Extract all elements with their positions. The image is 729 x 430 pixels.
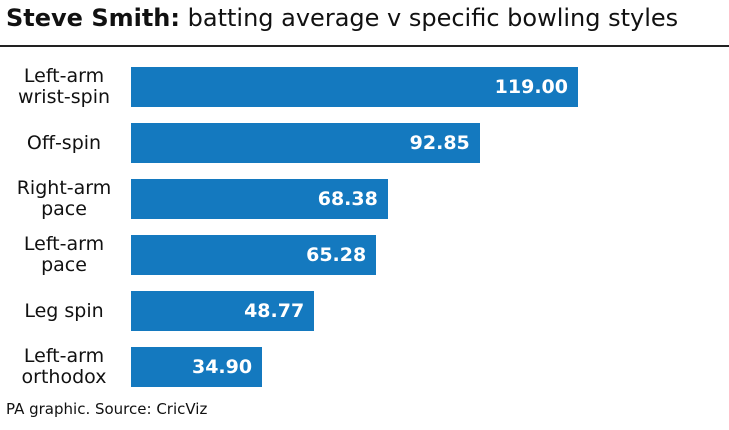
value-label: 119.00	[494, 76, 568, 98]
value-label: 92.85	[409, 132, 470, 154]
source: PA graphic. Source: CricViz	[6, 400, 208, 418]
bar	[131, 67, 578, 107]
value-label: 34.90	[191, 356, 253, 378]
bar	[131, 291, 315, 331]
value-label: 68.38	[317, 188, 378, 210]
category-label: Right-arm pace	[16, 177, 112, 220]
bar	[131, 235, 377, 275]
chart-title: Steve Smith:	[6, 4, 180, 32]
value-label: 65.28	[306, 244, 367, 266]
bar	[131, 123, 480, 163]
bar	[131, 179, 388, 219]
title-line: Steve Smith: batting average v specific …	[6, 4, 678, 32]
category-label: Left-arm orthodox	[21, 345, 107, 388]
category-label: Off-spin	[26, 131, 102, 154]
category-label: Left-arm wrist-spin	[17, 65, 111, 108]
category-label: Leg spin	[24, 299, 104, 322]
category-label: Left-arm pace	[23, 233, 105, 276]
title-rule	[0, 45, 729, 47]
bar	[131, 347, 263, 387]
value-label: 48.77	[244, 300, 305, 322]
chart-subtitle: batting average v specific bowling style…	[187, 4, 679, 32]
